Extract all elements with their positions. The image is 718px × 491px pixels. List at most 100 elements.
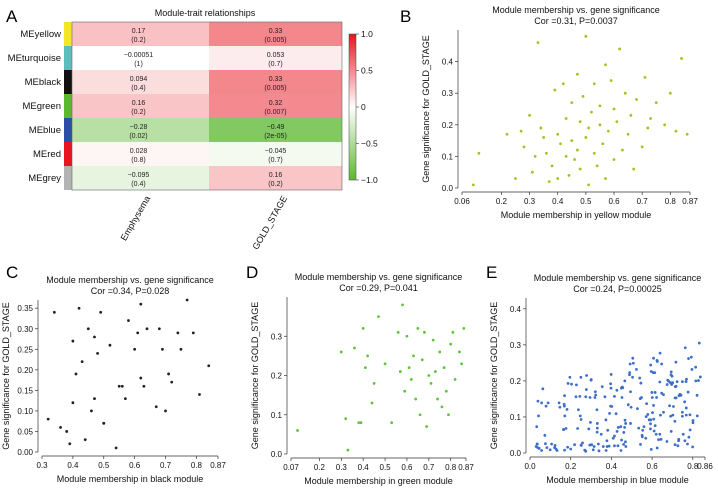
x-tick-label: 0.3	[36, 461, 48, 470]
data-point	[595, 422, 599, 425]
data-point	[403, 389, 407, 393]
data-point	[587, 183, 591, 187]
y-tick-label: 0.15	[17, 386, 33, 395]
x-tick-label: 0.87	[682, 197, 698, 206]
colorbar-tick-label: 0	[361, 102, 366, 112]
data-point	[570, 382, 573, 386]
data-point	[598, 104, 602, 108]
data-point	[344, 417, 348, 421]
x-tick-label: 0.6	[647, 462, 659, 471]
data-point	[581, 94, 585, 98]
data-point	[451, 330, 455, 334]
data-point	[52, 310, 56, 314]
x-tick-label: 0.3	[336, 463, 348, 472]
y-tick-label: 0.3	[442, 89, 454, 98]
y-tick-label: 0.0	[442, 184, 454, 193]
data-point	[359, 421, 363, 424]
data-point	[688, 428, 692, 432]
data-point	[645, 402, 648, 406]
data-point	[418, 413, 422, 417]
data-point	[673, 443, 677, 447]
y-tick-label: 0.0	[510, 449, 522, 458]
data-point	[179, 347, 183, 351]
data-point	[695, 393, 699, 397]
x-tick-label: 0.5	[380, 463, 392, 472]
data-point	[652, 429, 656, 433]
data-point	[71, 401, 75, 405]
x-tick-label: 0.5	[580, 197, 592, 206]
x-tick-label: 0.6	[129, 461, 141, 470]
data-point	[346, 448, 350, 452]
data-point	[669, 414, 673, 418]
data-point	[585, 374, 588, 377]
x-tick-label: 0.87	[458, 463, 474, 472]
heatmap-cell-corr: −0.28	[130, 124, 148, 131]
data-point	[339, 350, 343, 354]
data-point	[185, 298, 189, 302]
data-point	[545, 151, 548, 155]
heatmap-cell-pvalue: (0.7)	[268, 61, 282, 68]
heatmap-cell	[209, 166, 342, 190]
data-point	[618, 47, 622, 51]
data-point	[550, 164, 554, 168]
data-point	[528, 113, 531, 117]
data-point	[654, 432, 658, 436]
module-color-swatch	[64, 70, 72, 94]
heatmap-cell-pvalue: (0.005)	[264, 37, 286, 44]
data-point	[578, 395, 582, 398]
data-point	[662, 410, 665, 414]
data-point	[639, 442, 642, 446]
data-point	[652, 356, 655, 360]
data-point	[631, 361, 635, 365]
data-point	[669, 429, 673, 433]
data-point	[697, 341, 701, 345]
data-point	[655, 396, 658, 399]
data-point	[65, 430, 69, 433]
heatmap-border	[71, 21, 343, 191]
data-point	[591, 448, 595, 452]
scatter-correlation: Cor =0.24, P=0.00025	[573, 284, 662, 294]
x-tick-label: 0.4	[606, 462, 618, 471]
heatmap-cell-corr: 0.028	[130, 148, 148, 155]
data-point	[405, 334, 409, 338]
data-point	[601, 445, 605, 448]
data-point	[564, 117, 568, 120]
data-point	[601, 142, 605, 146]
data-point	[102, 421, 106, 425]
data-point	[383, 362, 387, 366]
x-tick-label: 0.8	[687, 462, 699, 471]
data-point	[597, 449, 601, 453]
data-point	[595, 164, 599, 168]
x-tick-label: 0.8	[191, 461, 203, 470]
data-point	[644, 436, 648, 440]
data-point	[377, 315, 380, 319]
data-point	[576, 72, 579, 76]
data-point	[564, 427, 568, 430]
data-point	[663, 123, 667, 127]
data-point	[614, 412, 618, 416]
data-point	[412, 354, 415, 358]
colorbar	[348, 33, 357, 181]
data-point	[191, 331, 195, 335]
data-point	[563, 448, 566, 452]
data-point	[599, 432, 603, 436]
data-point	[398, 370, 402, 373]
data-point	[453, 378, 457, 381]
heatmap-cell-corr: 0.094	[130, 76, 148, 83]
data-point	[620, 396, 624, 399]
data-point	[569, 447, 573, 451]
data-point	[114, 446, 118, 450]
data-point	[544, 404, 548, 408]
data-point	[674, 360, 678, 364]
data-point	[71, 339, 75, 343]
heatmap-cell-corr: 0.33	[269, 28, 283, 35]
data-point	[653, 424, 657, 428]
data-point	[686, 390, 690, 394]
data-point	[649, 363, 653, 367]
data-point	[695, 414, 699, 418]
data-point	[615, 120, 619, 124]
y-tick-label: 0.1	[510, 413, 522, 422]
data-point	[431, 338, 435, 342]
heatmap-cell-corr: −0.045	[265, 148, 287, 155]
heatmap-cell-corr: 0.053	[267, 52, 285, 59]
